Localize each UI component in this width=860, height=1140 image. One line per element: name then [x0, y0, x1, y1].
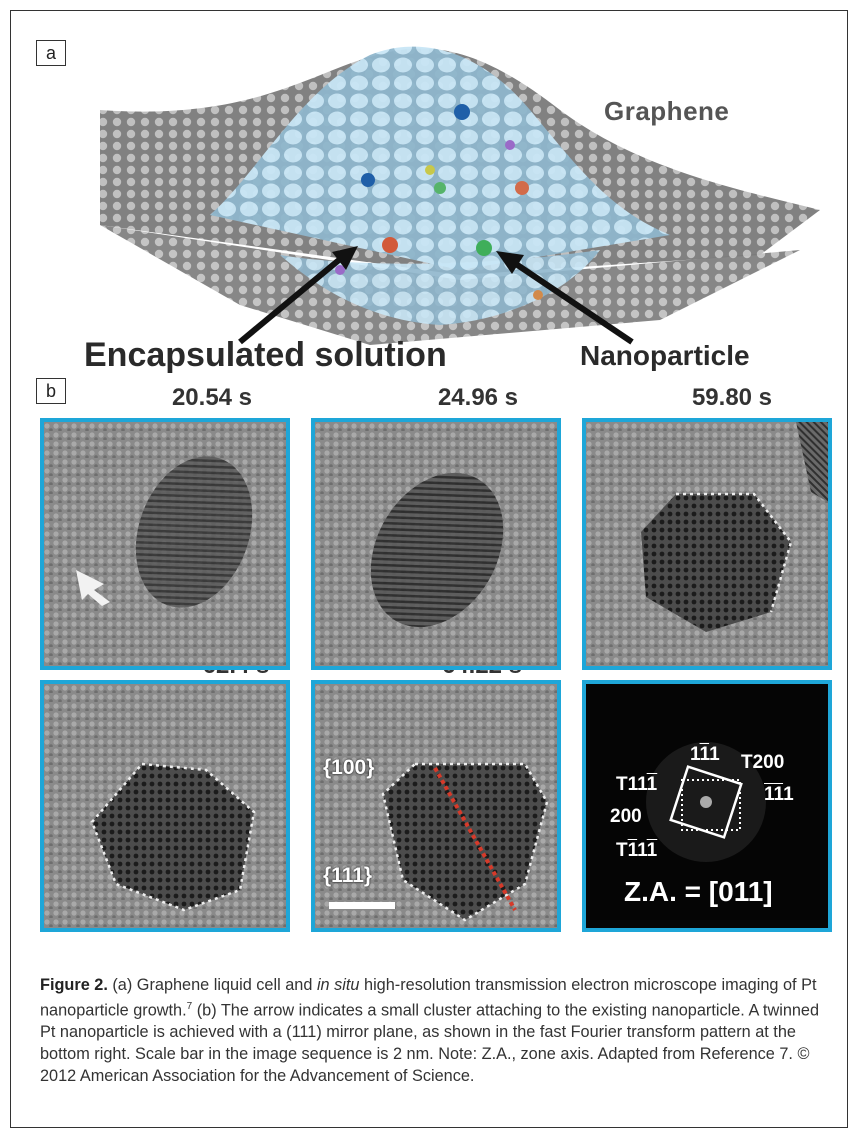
frame-3-time: 59.80 s — [691, 384, 773, 411]
tem-frame-1 — [40, 418, 290, 670]
encapsulated-solution-label: Encapsulated solution — [84, 336, 447, 374]
facet-111-label: {111} — [323, 864, 373, 887]
caption-figure-number: Figure 2. — [40, 976, 108, 994]
scale-bar — [329, 902, 395, 909]
caption-reference: 7 — [186, 1001, 193, 1012]
fft-label-t1m11: T111 — [616, 840, 658, 861]
caption-part-1: (a) Graphene liquid cell and — [107, 976, 317, 994]
fft-pattern-frame: 111 T200 T111 111 200 T111 Z.A. = [011] — [582, 680, 832, 932]
tem-frame-2 — [311, 418, 561, 670]
tem-image-1 — [44, 422, 286, 666]
frame-2-time: 24.96 s — [437, 384, 519, 411]
fft-label-200: 200 — [610, 806, 642, 827]
nanoparticle-label: Nanoparticle — [580, 340, 750, 371]
caption-part-3: (b) The arrow indicates a small cluster … — [40, 1001, 820, 1086]
tem-image-5 — [315, 684, 557, 928]
caption-italic: in situ — [316, 976, 360, 994]
zone-axis-label: Z.A. = [011] — [624, 876, 773, 907]
graphene-label: Graphene — [604, 96, 730, 126]
fft-pattern — [646, 742, 766, 862]
fft-label-1m11: 111 — [690, 744, 720, 765]
figure-caption: Figure 2. (a) Graphene liquid cell and i… — [40, 974, 830, 1087]
facet-100-label: {100} — [323, 756, 375, 779]
twin-plane-line — [433, 767, 517, 911]
tem-frame-4 — [40, 680, 290, 932]
frame-1-time: 20.54 s — [171, 384, 253, 411]
fft-label-t111: T111 — [616, 774, 658, 795]
tem-image-3 — [586, 422, 828, 666]
arrow-icon — [76, 570, 110, 606]
tem-frame-3 — [582, 418, 832, 670]
fft-label-t200: T200 — [741, 752, 785, 773]
panel-a-label: a — [36, 40, 66, 66]
fft-label-m1m11: 111 — [764, 784, 794, 805]
tem-image-2 — [315, 422, 557, 666]
tem-image-4 — [44, 684, 286, 928]
tem-frame-5: {100} {111} — [311, 680, 561, 932]
graphene-liquid-cell-illustration — [100, 46, 820, 345]
caption-part-2: high-resolution transmission electron mi… — [40, 976, 817, 1020]
panel-b-label: b — [36, 378, 66, 404]
